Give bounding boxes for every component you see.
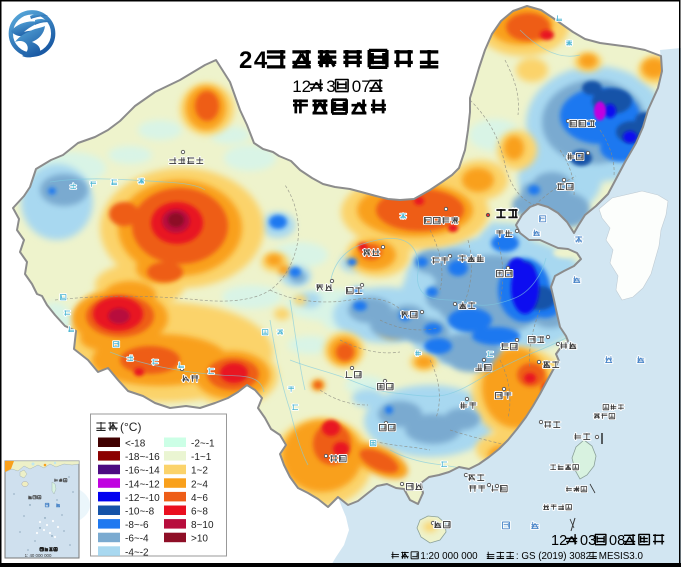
svg-text:(°C): (°C) [120, 420, 141, 434]
svg-text:1~2: 1~2 [191, 466, 208, 477]
svg-text:<-18: <-18 [125, 439, 146, 450]
svg-text:-1~1: -1~1 [191, 452, 212, 463]
svg-text:12: 12 [551, 533, 567, 549]
svg-text:07: 07 [352, 77, 371, 96]
svg-text:-6~-4: -6~-4 [125, 534, 149, 545]
svg-text:2~4: 2~4 [191, 479, 208, 490]
svg-text:3: 3 [326, 77, 335, 96]
svg-text:-14~-12: -14~-12 [125, 479, 160, 490]
svg-text:1:20 000 000: 1:20 000 000 [420, 551, 478, 562]
svg-text:8~10: 8~10 [191, 520, 214, 531]
svg-text:-2~-1: -2~-1 [191, 439, 215, 450]
svg-text:-4~-2: -4~-2 [125, 547, 149, 558]
svg-text:-8~-6: -8~-6 [125, 520, 149, 531]
svg-text:>10: >10 [191, 534, 208, 545]
svg-text:-12~-10: -12~-10 [125, 493, 160, 504]
svg-text:08: 08 [609, 533, 625, 549]
svg-text:1: 40 000 000: 1: 40 000 000 [25, 553, 52, 558]
svg-text:4~6: 4~6 [191, 493, 208, 504]
svg-text:24: 24 [239, 47, 269, 74]
svg-text:-10~-8: -10~-8 [125, 507, 155, 518]
svg-text:-16~-14: -16~-14 [125, 466, 160, 477]
svg-text:03: 03 [580, 533, 596, 549]
svg-text:12: 12 [292, 77, 311, 96]
svg-text:-18~-16: -18~-16 [125, 452, 160, 463]
svg-text:6~8: 6~8 [191, 507, 208, 518]
svg-text:MESIS3.0: MESIS3.0 [599, 551, 644, 562]
svg-text:: GS (2019) 3082: : GS (2019) 3082 [516, 551, 591, 562]
